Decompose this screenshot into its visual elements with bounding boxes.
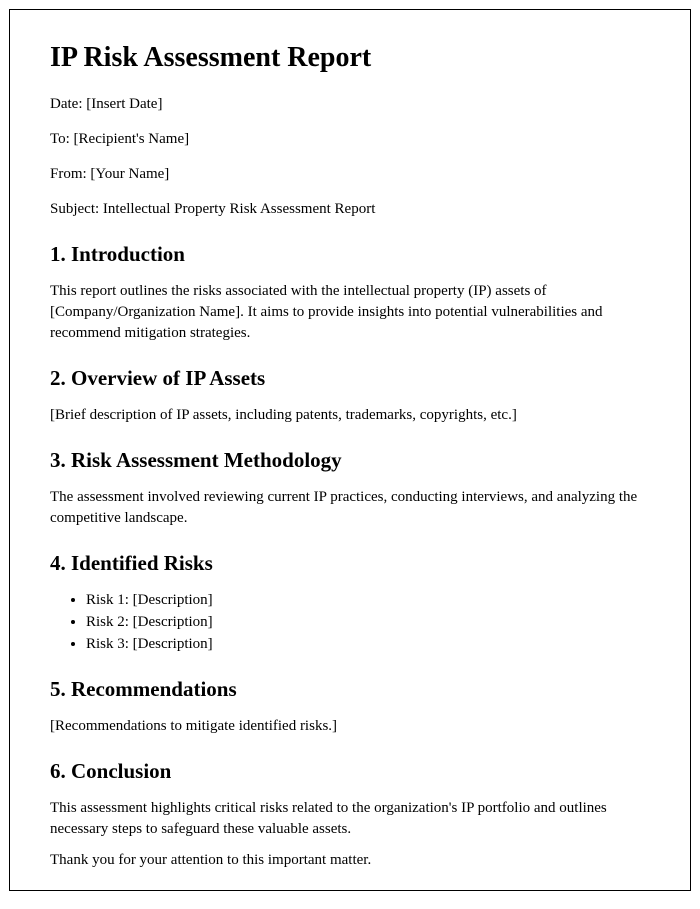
meta-from: From: [Your Name] <box>50 164 650 185</box>
section-body-recommendations: [Recommendations to mitigate identified … <box>50 716 650 737</box>
section-heading-conclusion: 6. Conclusion <box>50 759 650 784</box>
section-body-introduction: This report outlines the risks associate… <box>50 281 650 344</box>
meta-subject: Subject: Intellectual Property Risk Asse… <box>50 199 650 220</box>
section-heading-risks: 4. Identified Risks <box>50 551 650 576</box>
section-body-overview: [Brief description of IP assets, includi… <box>50 405 650 426</box>
meta-to: To: [Recipient's Name] <box>50 129 650 150</box>
risk-item: Risk 3: [Description] <box>86 634 650 656</box>
meta-date: Date: [Insert Date] <box>50 94 650 115</box>
document-page: IP Risk Assessment Report Date: [Insert … <box>9 9 691 891</box>
risk-item: Risk 2: [Description] <box>86 612 650 634</box>
risk-item: Risk 1: [Description] <box>86 590 650 612</box>
section-heading-introduction: 1. Introduction <box>50 242 650 267</box>
section-heading-methodology: 3. Risk Assessment Methodology <box>50 448 650 473</box>
section-body-methodology: The assessment involved reviewing curren… <box>50 487 650 529</box>
section-heading-overview: 2. Overview of IP Assets <box>50 366 650 391</box>
closing-thanks: Thank you for your attention to this imp… <box>50 850 650 871</box>
section-heading-recommendations: 5. Recommendations <box>50 677 650 702</box>
risks-list: Risk 1: [Description] Risk 2: [Descripti… <box>86 590 650 655</box>
section-body-conclusion: This assessment highlights critical risk… <box>50 798 650 840</box>
document-title: IP Risk Assessment Report <box>50 42 650 74</box>
